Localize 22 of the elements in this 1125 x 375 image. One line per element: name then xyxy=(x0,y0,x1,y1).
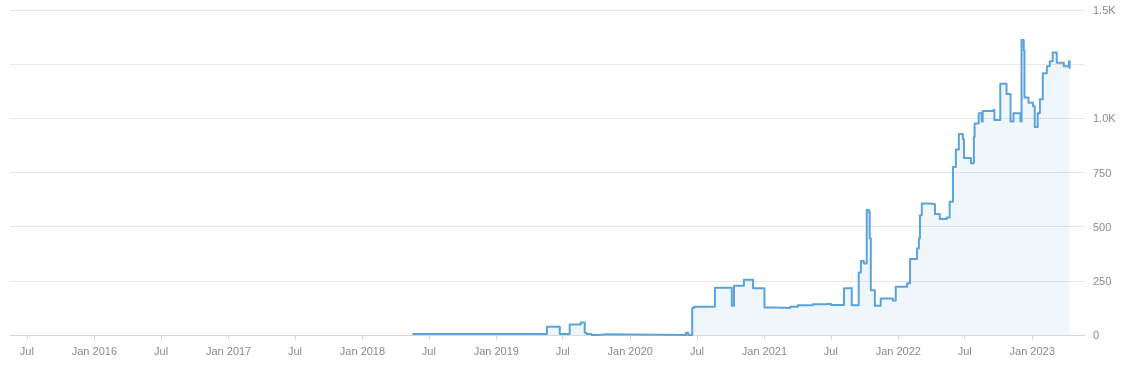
y-tick-label: 250 xyxy=(1093,274,1112,287)
x-tick-label: Jan 2016 xyxy=(71,344,117,357)
x-tick-label: Jul xyxy=(823,344,838,357)
y-tick-label: 500 xyxy=(1093,220,1112,233)
x-tick-label: Jan 2023 xyxy=(1009,344,1055,357)
x-tick-label: Jan 2018 xyxy=(339,344,386,357)
y-tick-label: 750 xyxy=(1093,166,1112,179)
x-tick-label: Jan 2022 xyxy=(875,344,921,357)
x-tick-label: Jul xyxy=(555,344,570,357)
x-tick-label: Jul xyxy=(19,344,34,357)
x-tick-label: Jul xyxy=(957,344,972,357)
x-tick-label: Jul xyxy=(689,344,704,357)
x-tick-label: Jan 2019 xyxy=(473,344,519,357)
y-tick-label: 1.0K xyxy=(1093,112,1117,125)
x-tick-label: Jan 2020 xyxy=(607,344,653,357)
x-tick-label: Jan 2017 xyxy=(205,344,252,357)
x-tick-label: Jan 2021 xyxy=(741,344,788,357)
x-tick-label: Jul xyxy=(154,344,169,357)
x-tick-label: Jul xyxy=(287,344,303,357)
x-tick-label: Jul xyxy=(421,344,436,357)
y-tick-label: 1.5K xyxy=(1093,4,1117,16)
y-tick-label: 0 xyxy=(1093,329,1100,341)
